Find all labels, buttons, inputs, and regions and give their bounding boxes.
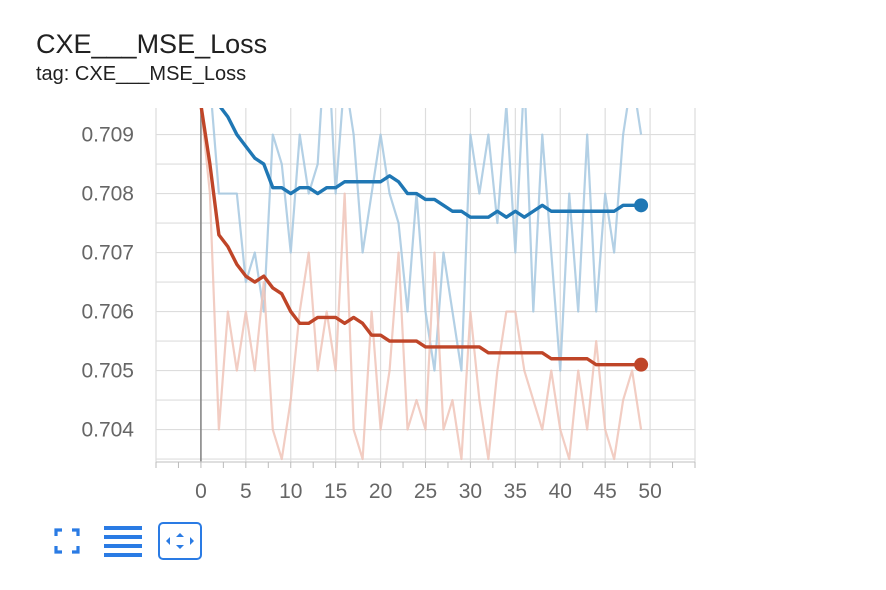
series-end-marker-0 bbox=[634, 198, 649, 213]
x-tick-label: 50 bbox=[638, 480, 661, 503]
y-tick-label: 0.706 bbox=[81, 301, 134, 324]
x-tick-label: 20 bbox=[369, 480, 392, 503]
x-tick-label: 30 bbox=[459, 480, 482, 503]
y-tick-label: 0.707 bbox=[81, 242, 134, 265]
smoothed-series-line-1 bbox=[199, 108, 643, 367]
fit-domain-icon bbox=[166, 533, 194, 549]
fit-domain-button[interactable] bbox=[158, 522, 202, 560]
smoothed-series-layer bbox=[199, 108, 643, 367]
data-table-icon bbox=[104, 526, 142, 557]
x-tick-label: 15 bbox=[324, 480, 347, 503]
y-tick-label: 0.704 bbox=[81, 419, 134, 442]
smoothed-series-line-0 bbox=[218, 108, 643, 219]
y-tick-label: 0.705 bbox=[81, 360, 134, 383]
x-tick-label: 40 bbox=[549, 480, 572, 503]
x-tick-label: 0 bbox=[195, 480, 207, 503]
axes bbox=[155, 108, 696, 468]
chart-toolbar bbox=[46, 520, 202, 562]
fullscreen-icon bbox=[54, 528, 80, 554]
end-markers bbox=[634, 198, 649, 372]
x-tick-label: 25 bbox=[414, 480, 437, 503]
y-tick-label: 0.708 bbox=[81, 183, 134, 206]
x-tick-label: 45 bbox=[593, 480, 616, 503]
x-tick-label: 35 bbox=[504, 480, 527, 503]
data-table-button[interactable] bbox=[102, 520, 144, 562]
tick-labels: 0.704 0.705 0.706 0.707 0.708 0.709 0 5 10 15 20 25… bbox=[81, 124, 661, 503]
y-tick-label: 0.709 bbox=[81, 124, 134, 147]
series-end-marker-1 bbox=[634, 357, 649, 372]
raw-series-line-0 bbox=[210, 108, 643, 372]
x-tick-label: 10 bbox=[279, 480, 302, 503]
x-tick-label: 5 bbox=[240, 480, 252, 503]
fullscreen-button[interactable] bbox=[46, 520, 88, 562]
raw-series-line-1 bbox=[200, 108, 643, 461]
chart-title: CXE___MSE_Loss bbox=[36, 29, 268, 59]
raw-series-layer bbox=[200, 108, 643, 461]
chart-subtitle: tag: CXE___MSE_Loss bbox=[36, 63, 247, 85]
